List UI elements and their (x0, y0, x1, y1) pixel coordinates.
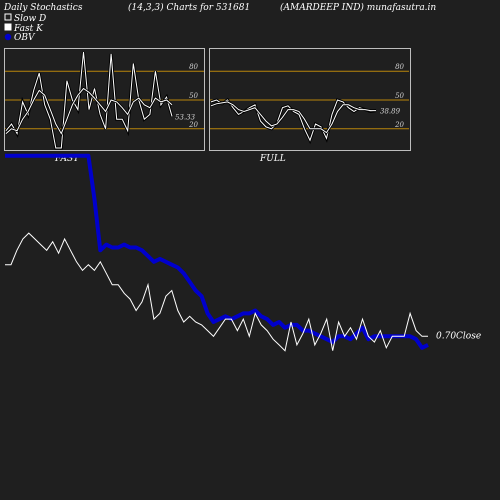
fast-fast-k-line (5, 51, 173, 149)
full-panel-title: FULL (259, 154, 286, 164)
full-full-k-line (210, 99, 377, 142)
legend-label-slow-d: Slow D (14, 14, 46, 24)
fast-y-tick-50: 50 (189, 92, 198, 100)
legend-marker-obv (4, 33, 12, 41)
full-last-value: 38.89 (380, 108, 401, 116)
legend: Slow D Fast K OBV (4, 13, 46, 43)
fast-panel: 20 50 80 53.33 (4, 51, 204, 150)
fast-panel-title: FAST (54, 154, 80, 164)
close-price-line (5, 232, 428, 352)
full-panel-border (209, 48, 411, 151)
close-last-value: 0.70Close (436, 331, 481, 341)
full-y-tick-20: 20 (394, 121, 404, 129)
header-center: (14,3,3) Charts for 531681 (128, 2, 250, 13)
full-panel: 20 50 80 38.89 (210, 63, 409, 145)
fast-last-value: 53.33 (175, 113, 196, 121)
full-full-d-line (210, 101, 376, 134)
fast-y-tick-80: 80 (189, 63, 198, 71)
full-y-tick-80: 80 (395, 63, 404, 71)
legend-label-obv: OBV (14, 33, 36, 43)
fast-slow-d-line (5, 87, 173, 135)
price-obv-panel: 0.70Close (5, 153, 481, 352)
fast-panel-border (4, 48, 205, 151)
legend-label-fast-k: Fast K (13, 24, 44, 34)
legend-marker-slow-d (4, 13, 12, 21)
header-left: Daily Stochastics (3, 3, 83, 13)
header-right: (AMARDEEP IND) munafasutra.in (280, 2, 436, 13)
obv-line (5, 153, 429, 350)
fast-y-tick-20: 20 (188, 121, 198, 129)
full-y-tick-50: 50 (395, 92, 404, 100)
legend-marker-fast-k (4, 23, 12, 31)
